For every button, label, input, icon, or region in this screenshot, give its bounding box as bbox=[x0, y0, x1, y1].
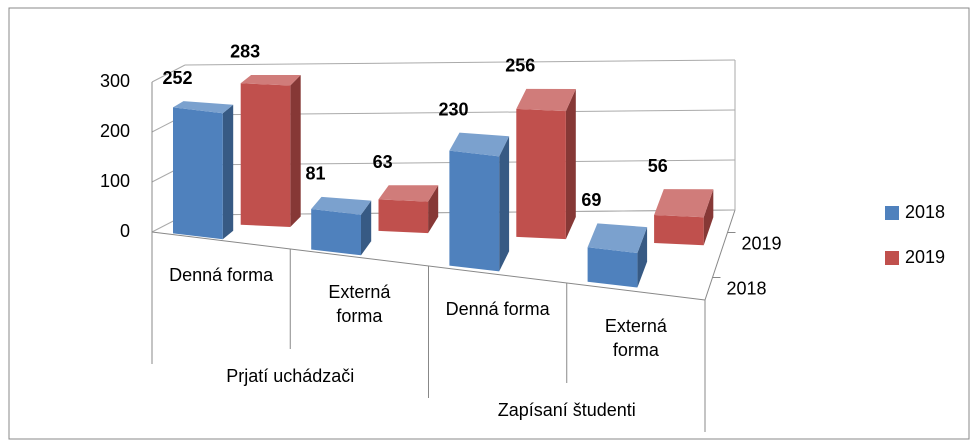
bar-side bbox=[428, 185, 439, 234]
y-tick-label: 300 bbox=[100, 71, 130, 91]
data-label: 252 bbox=[163, 68, 193, 88]
group-label: Zapísaní študenti bbox=[497, 400, 636, 420]
bar bbox=[449, 132, 510, 272]
bar-front bbox=[587, 247, 638, 288]
grid-line bbox=[184, 59, 736, 66]
bar-side bbox=[565, 89, 576, 240]
bar bbox=[173, 101, 234, 240]
data-label: 56 bbox=[648, 156, 668, 176]
bar-front bbox=[173, 107, 223, 240]
data-label: 69 bbox=[581, 190, 601, 210]
bar-front bbox=[378, 199, 429, 234]
x-tick-label: Externá forma bbox=[328, 281, 391, 326]
bar-top bbox=[516, 88, 576, 112]
data-label: 81 bbox=[305, 164, 325, 184]
bar bbox=[587, 223, 648, 288]
depth-label: 2019 bbox=[742, 233, 782, 253]
data-label: 256 bbox=[505, 56, 535, 76]
bar-top bbox=[449, 132, 510, 157]
x-tick-label: Externá forma bbox=[604, 315, 667, 360]
x-tick-label: Denná forma bbox=[445, 298, 550, 319]
data-label: 283 bbox=[230, 42, 260, 62]
bar-top bbox=[378, 185, 439, 202]
bar bbox=[378, 185, 439, 234]
bar-side bbox=[499, 136, 510, 272]
bar-side bbox=[361, 200, 372, 256]
bar bbox=[311, 196, 372, 256]
grid-line bbox=[151, 64, 186, 83]
bar-top bbox=[587, 223, 648, 253]
legend-label: 2019 bbox=[905, 247, 945, 267]
x-tick-label: Denná forma bbox=[169, 264, 274, 285]
axis-line bbox=[704, 209, 736, 301]
y-tick-label: 0 bbox=[120, 221, 130, 241]
bar-top bbox=[240, 75, 301, 86]
bar bbox=[240, 75, 301, 227]
legend-swatch bbox=[885, 251, 899, 265]
bar-front bbox=[240, 83, 291, 227]
legend-swatch bbox=[885, 206, 899, 220]
bar-side bbox=[703, 189, 714, 246]
bar-top bbox=[173, 101, 234, 114]
y-tick-label: 200 bbox=[100, 121, 130, 141]
bar bbox=[654, 189, 714, 246]
bar-side bbox=[222, 104, 234, 240]
bar-top bbox=[311, 196, 372, 215]
bar-front bbox=[654, 215, 704, 246]
bar-front bbox=[449, 150, 500, 272]
bar-front bbox=[311, 209, 361, 256]
data-label: 63 bbox=[373, 152, 393, 172]
bar bbox=[516, 88, 576, 240]
data-label: 230 bbox=[438, 99, 468, 119]
depth-label: 2018 bbox=[727, 278, 767, 298]
bar-side bbox=[637, 227, 648, 288]
bar-front bbox=[516, 108, 566, 240]
legend-label: 2018 bbox=[905, 202, 945, 222]
bar-top bbox=[654, 189, 714, 218]
y-tick-label: 100 bbox=[100, 171, 130, 191]
bar-side bbox=[290, 75, 301, 227]
group-label: Prjatí uchádzači bbox=[226, 366, 355, 386]
